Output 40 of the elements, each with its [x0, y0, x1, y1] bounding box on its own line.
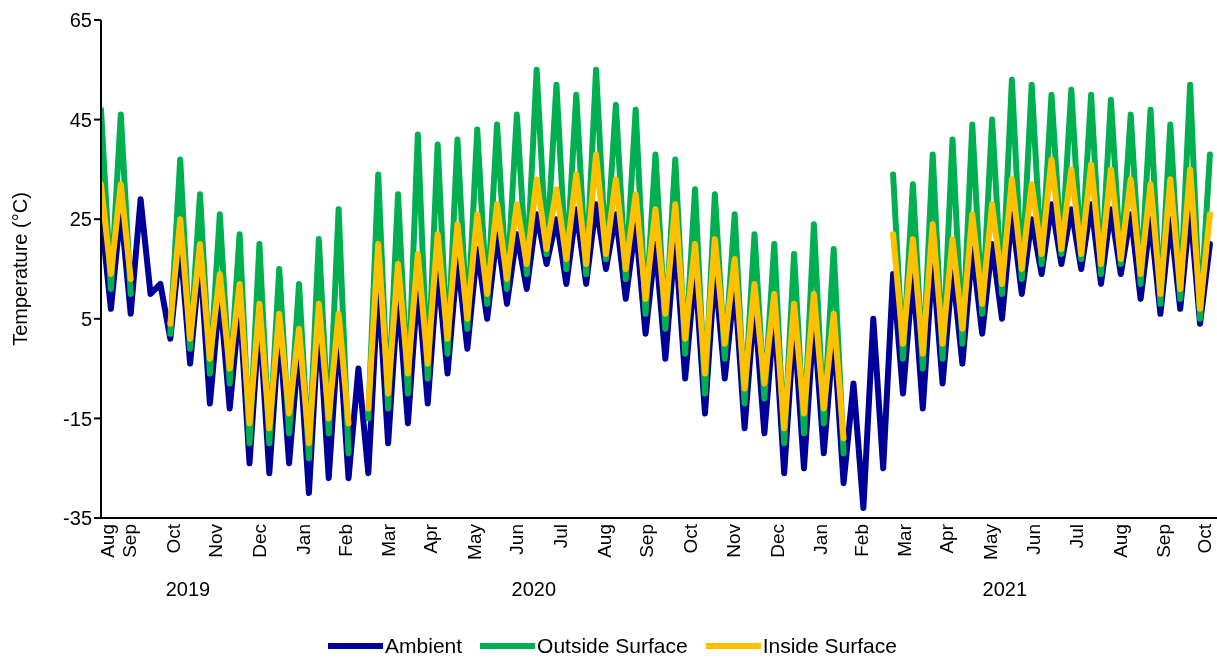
- x-tick-label: Jan: [810, 524, 832, 555]
- x-tick-label: Nov: [722, 523, 744, 558]
- y-tick-label: 5: [80, 307, 92, 330]
- x-tick-label: Mar: [377, 523, 399, 557]
- x-tick-label: Oct: [680, 523, 702, 554]
- x-tick-label: Jul: [1066, 524, 1088, 549]
- x-tick-label: Oct: [162, 523, 184, 554]
- x-tick-label: Aug: [1110, 524, 1132, 558]
- legend-label: Inside Surface: [762, 634, 897, 658]
- x-tick-label: Nov: [204, 523, 226, 558]
- x-tick-label: Feb: [335, 524, 357, 557]
- y-tick-label: 25: [69, 208, 92, 231]
- text: 2020: [510, 578, 558, 601]
- x-tick-label: Jul: [550, 524, 572, 549]
- text: 2019: [164, 578, 212, 601]
- text: 2021: [981, 578, 1029, 601]
- x-tick-label: May: [463, 523, 485, 560]
- x-tick-label: Dec: [248, 524, 270, 558]
- y-tick-label: -35: [63, 507, 92, 530]
- x-tick-label: Dec: [766, 524, 788, 558]
- x-tick-label: Feb: [851, 524, 873, 557]
- x-tick-label: Jun: [506, 524, 528, 555]
- y-tick-label: 65: [69, 9, 92, 32]
- x-tick-label: Jun: [1022, 524, 1044, 555]
- x-tick-label: Oct: [1193, 523, 1215, 554]
- x-tick-label: Sep: [636, 524, 658, 558]
- x-tick-label: May: [980, 523, 1002, 560]
- y-tick-label: 45: [69, 108, 92, 131]
- x-tick-label: Apr: [936, 523, 958, 554]
- legend-label: Ambient: [385, 634, 463, 658]
- x-tick-label: Jan: [292, 524, 314, 555]
- y-tick-label: -15: [63, 407, 92, 430]
- x-tick-label: Aug: [593, 524, 615, 558]
- y-axis-title: Temperature (°C): [9, 192, 32, 346]
- legend-label: Outside Surface: [537, 634, 688, 658]
- x-tick-label: Apr: [419, 523, 441, 554]
- x-tick-label: Sep: [1152, 524, 1174, 558]
- x-tick-label: Sep: [118, 524, 140, 558]
- x-tick-label: Mar: [893, 523, 915, 557]
- x-tick-label: Aug: [97, 524, 119, 558]
